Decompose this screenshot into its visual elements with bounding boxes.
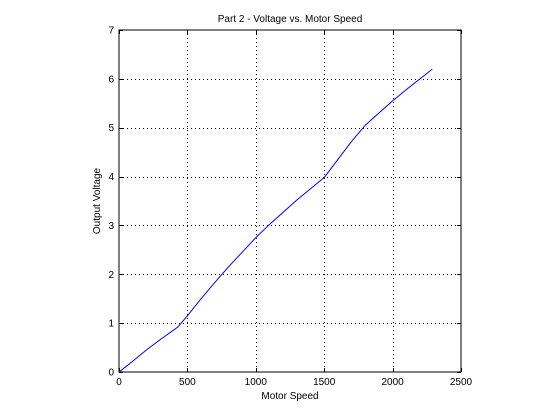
- plot-frame: [118, 29, 462, 373]
- series-line: [118, 68, 433, 373]
- series-layer: [118, 68, 433, 373]
- x-tick-label: 2000: [381, 377, 404, 388]
- x-tick-label: 0: [116, 377, 122, 388]
- y-tick-label: 6: [108, 74, 114, 85]
- chart-title: Part 2 - Voltage vs. Motor Speed: [218, 14, 363, 25]
- y-tick-labels: 0 1 2 3 4 5 6 7: [108, 26, 114, 379]
- x-tick-label: 2500: [450, 377, 473, 388]
- y-tick-label: 1: [108, 319, 114, 330]
- y-tick-label: 5: [108, 123, 114, 134]
- x-tick-label: 1000: [245, 377, 268, 388]
- y-tick-label: 2: [108, 270, 114, 281]
- y-tick-label: 7: [108, 26, 114, 37]
- y-tick-label: 0: [108, 368, 114, 379]
- y-tick-label: 4: [108, 172, 114, 183]
- x-axis-label: Motor Speed: [261, 391, 318, 402]
- x-tick-labels: 0 500 1000 1500 2000 2500: [116, 377, 472, 388]
- y-axis-label: Output Voltage: [92, 167, 103, 234]
- plot-area: [119, 30, 461, 372]
- grid-lines: [119, 30, 461, 372]
- x-tick-label: 500: [179, 377, 196, 388]
- x-tick-label: 1500: [313, 377, 336, 388]
- tick-marks: [119, 30, 462, 373]
- y-tick-label: 3: [108, 221, 114, 232]
